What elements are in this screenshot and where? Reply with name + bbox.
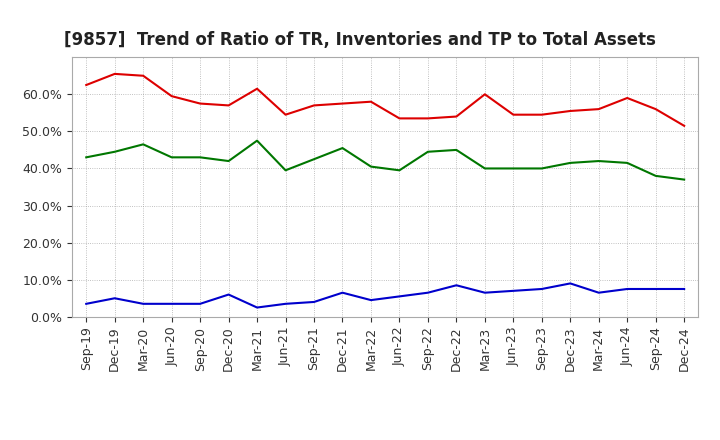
Trade Receivables <box>680 123 688 128</box>
Trade Payables <box>623 160 631 165</box>
Inventories <box>566 281 575 286</box>
Trade Receivables <box>167 94 176 99</box>
Trade Receivables <box>110 71 119 77</box>
Inventories <box>509 288 518 293</box>
Trade Receivables <box>139 73 148 78</box>
Trade Payables <box>196 155 204 160</box>
Inventories <box>595 290 603 295</box>
Trade Payables <box>282 168 290 173</box>
Trade Payables <box>680 177 688 182</box>
Line: Trade Payables: Trade Payables <box>86 141 684 180</box>
Trade Payables <box>566 160 575 165</box>
Trade Receivables <box>452 114 461 119</box>
Trade Receivables <box>395 116 404 121</box>
Trade Receivables <box>509 112 518 117</box>
Trade Payables <box>395 168 404 173</box>
Inventories <box>82 301 91 306</box>
Trade Receivables <box>652 106 660 112</box>
Trade Receivables <box>282 112 290 117</box>
Line: Trade Receivables: Trade Receivables <box>86 74 684 126</box>
Inventories <box>310 299 318 304</box>
Inventories <box>167 301 176 306</box>
Trade Payables <box>509 166 518 171</box>
Inventories <box>282 301 290 306</box>
Trade Receivables <box>82 82 91 88</box>
Trade Payables <box>452 147 461 153</box>
Trade Receivables <box>310 103 318 108</box>
Inventories <box>395 294 404 299</box>
Trade Receivables <box>623 95 631 101</box>
Trade Receivables <box>480 92 489 97</box>
Trade Receivables <box>595 106 603 112</box>
Inventories <box>680 286 688 292</box>
Inventories <box>253 305 261 310</box>
Inventories <box>623 286 631 292</box>
Trade Receivables <box>537 112 546 117</box>
Trade Payables <box>310 157 318 162</box>
Inventories <box>537 286 546 292</box>
Inventories <box>480 290 489 295</box>
Trade Payables <box>167 155 176 160</box>
Trade Payables <box>338 145 347 150</box>
Inventories <box>652 286 660 292</box>
Inventories <box>423 290 432 295</box>
Trade Payables <box>480 166 489 171</box>
Trade Payables <box>225 158 233 164</box>
Trade Payables <box>82 155 91 160</box>
Trade Payables <box>253 138 261 143</box>
Trade Payables <box>423 149 432 154</box>
Inventories <box>366 297 375 303</box>
Text: [9857]  Trend of Ratio of TR, Inventories and TP to Total Assets: [9857] Trend of Ratio of TR, Inventories… <box>64 31 656 49</box>
Trade Receivables <box>338 101 347 106</box>
Inventories <box>110 296 119 301</box>
Trade Payables <box>110 149 119 154</box>
Inventories <box>139 301 148 306</box>
Trade Payables <box>652 173 660 179</box>
Inventories <box>196 301 204 306</box>
Trade Receivables <box>225 103 233 108</box>
Trade Receivables <box>423 116 432 121</box>
Trade Receivables <box>196 101 204 106</box>
Inventories <box>452 282 461 288</box>
Trade Receivables <box>366 99 375 104</box>
Trade Payables <box>366 164 375 169</box>
Trade Payables <box>537 166 546 171</box>
Trade Payables <box>139 142 148 147</box>
Inventories <box>338 290 347 295</box>
Trade Receivables <box>253 86 261 92</box>
Line: Inventories: Inventories <box>86 283 684 308</box>
Trade Payables <box>595 158 603 164</box>
Trade Receivables <box>566 108 575 114</box>
Inventories <box>225 292 233 297</box>
